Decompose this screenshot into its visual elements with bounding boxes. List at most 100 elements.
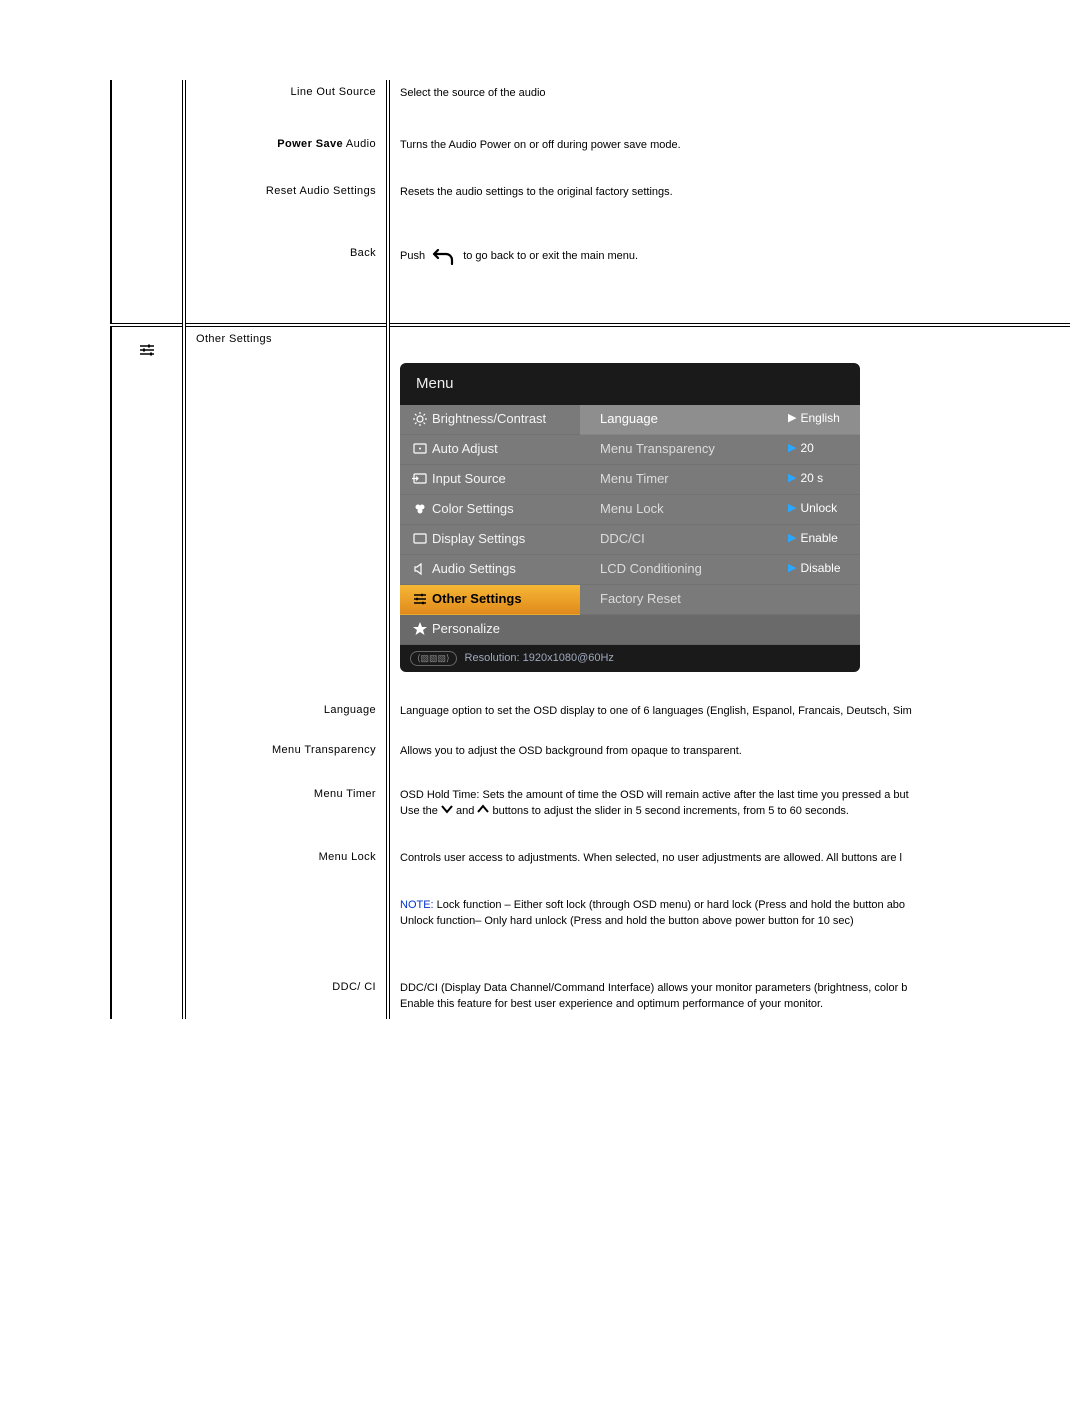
osd-item-label: Color Settings	[432, 500, 514, 519]
osd-item-label: Other Settings	[432, 590, 522, 609]
color-settings-icon	[408, 501, 432, 517]
reset-audio-label: Reset Audio Settings	[184, 160, 388, 207]
note-text2: Unlock function– Only hard unlock (Press…	[400, 915, 854, 927]
star-icon	[408, 621, 432, 637]
osd-row-value: ▶20	[788, 440, 860, 457]
osd-row-value: ▶Disable	[788, 560, 860, 577]
menu-lock-label: Menu Lock	[184, 826, 388, 873]
ddc-ci-desc: DDC/CI (Display Data Channel/Command Int…	[388, 936, 1070, 1019]
osd-row-label: Factory Reset	[580, 590, 788, 609]
menu-lock-text: Controls user access to adjustments. Whe…	[400, 851, 1062, 867]
osd-item-label: Auto Adjust	[432, 440, 498, 459]
menu-timer-l2a: Use the	[400, 805, 441, 817]
menu-timer-line1: OSD Hold Time: Sets the amount of time t…	[400, 788, 1062, 804]
osd-item-other-settings[interactable]: Other Settings	[400, 585, 580, 615]
display-settings-icon	[408, 531, 432, 547]
power-save-audio-label: Power Save Audio	[184, 108, 388, 160]
osd-footer: ⟨▧▧▧⟩ Resolution: 1920x1080@60Hz	[400, 645, 860, 673]
up-arrow-icon	[477, 804, 489, 814]
audio-icon-cell	[111, 80, 184, 325]
osd-item-display-settings[interactable]: Display Settings	[400, 525, 580, 555]
down-arrow-icon	[441, 804, 453, 814]
osd-row-transparency[interactable]: Menu Transparency ▶20	[580, 435, 860, 465]
ddc-ci-line1: DDC/CI (Display Data Channel/Command Int…	[400, 981, 1062, 997]
audio-settings-icon	[408, 561, 432, 577]
language-desc: Language option to set the OSD display t…	[388, 698, 1070, 726]
osd-title: Menu	[400, 363, 860, 405]
menu-timer-l2c: buttons to adjust the slider in 5 second…	[493, 805, 849, 817]
menu-timer-line2: Use the and buttons to adjust the slider…	[400, 804, 1062, 820]
osd-item-color-settings[interactable]: Color Settings	[400, 495, 580, 525]
osd-row-label: Language	[580, 410, 788, 429]
osd-row-label: Menu Transparency	[580, 440, 788, 459]
input-source-icon	[408, 471, 432, 487]
note-text1: Lock function – Either soft lock (throug…	[434, 899, 905, 911]
osd-item-label: Personalize	[432, 620, 500, 639]
osd-row-value: ▶Enable	[788, 530, 860, 547]
back-text-before: Push	[400, 250, 428, 262]
osd-item-label: Audio Settings	[432, 560, 516, 579]
back-label: Back	[184, 207, 388, 325]
osd-row-lock[interactable]: Menu Lock ▶Unlock	[580, 495, 860, 525]
osd-cell: Menu Brightness/Contrast	[388, 325, 1070, 699]
osd-item-label: Display Settings	[432, 530, 525, 549]
menu-transparency-label: Menu Transparency	[184, 726, 388, 766]
other-settings-icon-cell	[111, 325, 184, 1019]
osd-item-personalize[interactable]: Personalize	[400, 615, 580, 645]
osd-row-empty	[580, 615, 860, 645]
triangle-icon: ▶	[788, 471, 796, 487]
osd-left-column: Brightness/Contrast Auto Adjust	[400, 405, 580, 645]
triangle-icon: ▶	[788, 411, 796, 427]
osd-item-input-source[interactable]: Input Source	[400, 465, 580, 495]
line-out-source-desc: Select the source of the audio	[388, 80, 1070, 108]
osd-row-label: DDC/CI	[580, 530, 788, 549]
triangle-icon: ▶	[788, 501, 796, 517]
sliders-icon	[139, 342, 155, 358]
osd-item-auto-adjust[interactable]: Auto Adjust	[400, 435, 580, 465]
osd-row-value: ▶20 s	[788, 470, 860, 487]
menu-timer-desc: OSD Hold Time: Sets the amount of time t…	[388, 766, 1070, 826]
triangle-icon: ▶	[788, 531, 796, 547]
osd-row-label: Menu Lock	[580, 500, 788, 519]
back-arrow-icon	[432, 247, 456, 273]
osd-row-factory-reset[interactable]: Factory Reset	[580, 585, 860, 615]
osd-row-language[interactable]: Language ▶English	[580, 405, 860, 435]
back-desc: Push to go back to or exit the main menu…	[388, 207, 1070, 325]
osd-resolution: Resolution: 1920x1080@60Hz	[465, 651, 614, 667]
osd-row-value: ▶Unlock	[788, 500, 860, 517]
osd-row-timer[interactable]: Menu Timer ▶20 s	[580, 465, 860, 495]
energy-badge-icon: ⟨▧▧▧⟩	[410, 651, 457, 666]
settings-table: Line Out Source Select the source of the…	[110, 80, 1070, 1019]
other-settings-section-label: Other Settings	[184, 325, 388, 699]
language-label: Language	[184, 698, 388, 726]
osd-row-label: LCD Conditioning	[580, 560, 788, 579]
back-text-after: to go back to or exit the main menu.	[463, 250, 638, 262]
triangle-icon: ▶	[788, 441, 796, 457]
osd-body: Brightness/Contrast Auto Adjust	[400, 405, 860, 645]
osd-row-value: ▶English	[788, 410, 860, 427]
power-save-rest: Audio	[343, 138, 376, 150]
ddc-ci-line2: Enable this feature for best user experi…	[400, 997, 1062, 1013]
triangle-icon: ▶	[788, 561, 796, 577]
brightness-icon	[408, 411, 432, 427]
osd-row-label: Menu Timer	[580, 470, 788, 489]
auto-adjust-icon	[408, 441, 432, 457]
menu-timer-l2b: and	[456, 805, 477, 817]
menu-lock-note-spacer	[184, 873, 388, 936]
reset-audio-desc: Resets the audio settings to the origina…	[388, 160, 1070, 207]
menu-timer-label: Menu Timer	[184, 766, 388, 826]
osd-item-audio-settings[interactable]: Audio Settings	[400, 555, 580, 585]
line-out-source-label: Line Out Source	[184, 80, 388, 108]
osd-menu: Menu Brightness/Contrast	[400, 363, 860, 673]
osd-row-lcd-conditioning[interactable]: LCD Conditioning ▶Disable	[580, 555, 860, 585]
osd-item-brightness[interactable]: Brightness/Contrast	[400, 405, 580, 435]
menu-lock-desc: Controls user access to adjustments. Whe…	[388, 826, 1070, 873]
power-save-bold: Power Save	[277, 138, 343, 150]
power-save-audio-desc: Turns the Audio Power on or off during p…	[388, 108, 1070, 160]
menu-lock-note: NOTE: Lock function – Either soft lock (…	[388, 873, 1070, 936]
other-settings-icon	[408, 591, 432, 607]
osd-item-label: Brightness/Contrast	[432, 410, 546, 429]
menu-transparency-desc: Allows you to adjust the OSD background …	[388, 726, 1070, 766]
osd-row-ddcci[interactable]: DDC/CI ▶Enable	[580, 525, 860, 555]
osd-right-column: Language ▶English Menu Transparency ▶20 …	[580, 405, 860, 645]
